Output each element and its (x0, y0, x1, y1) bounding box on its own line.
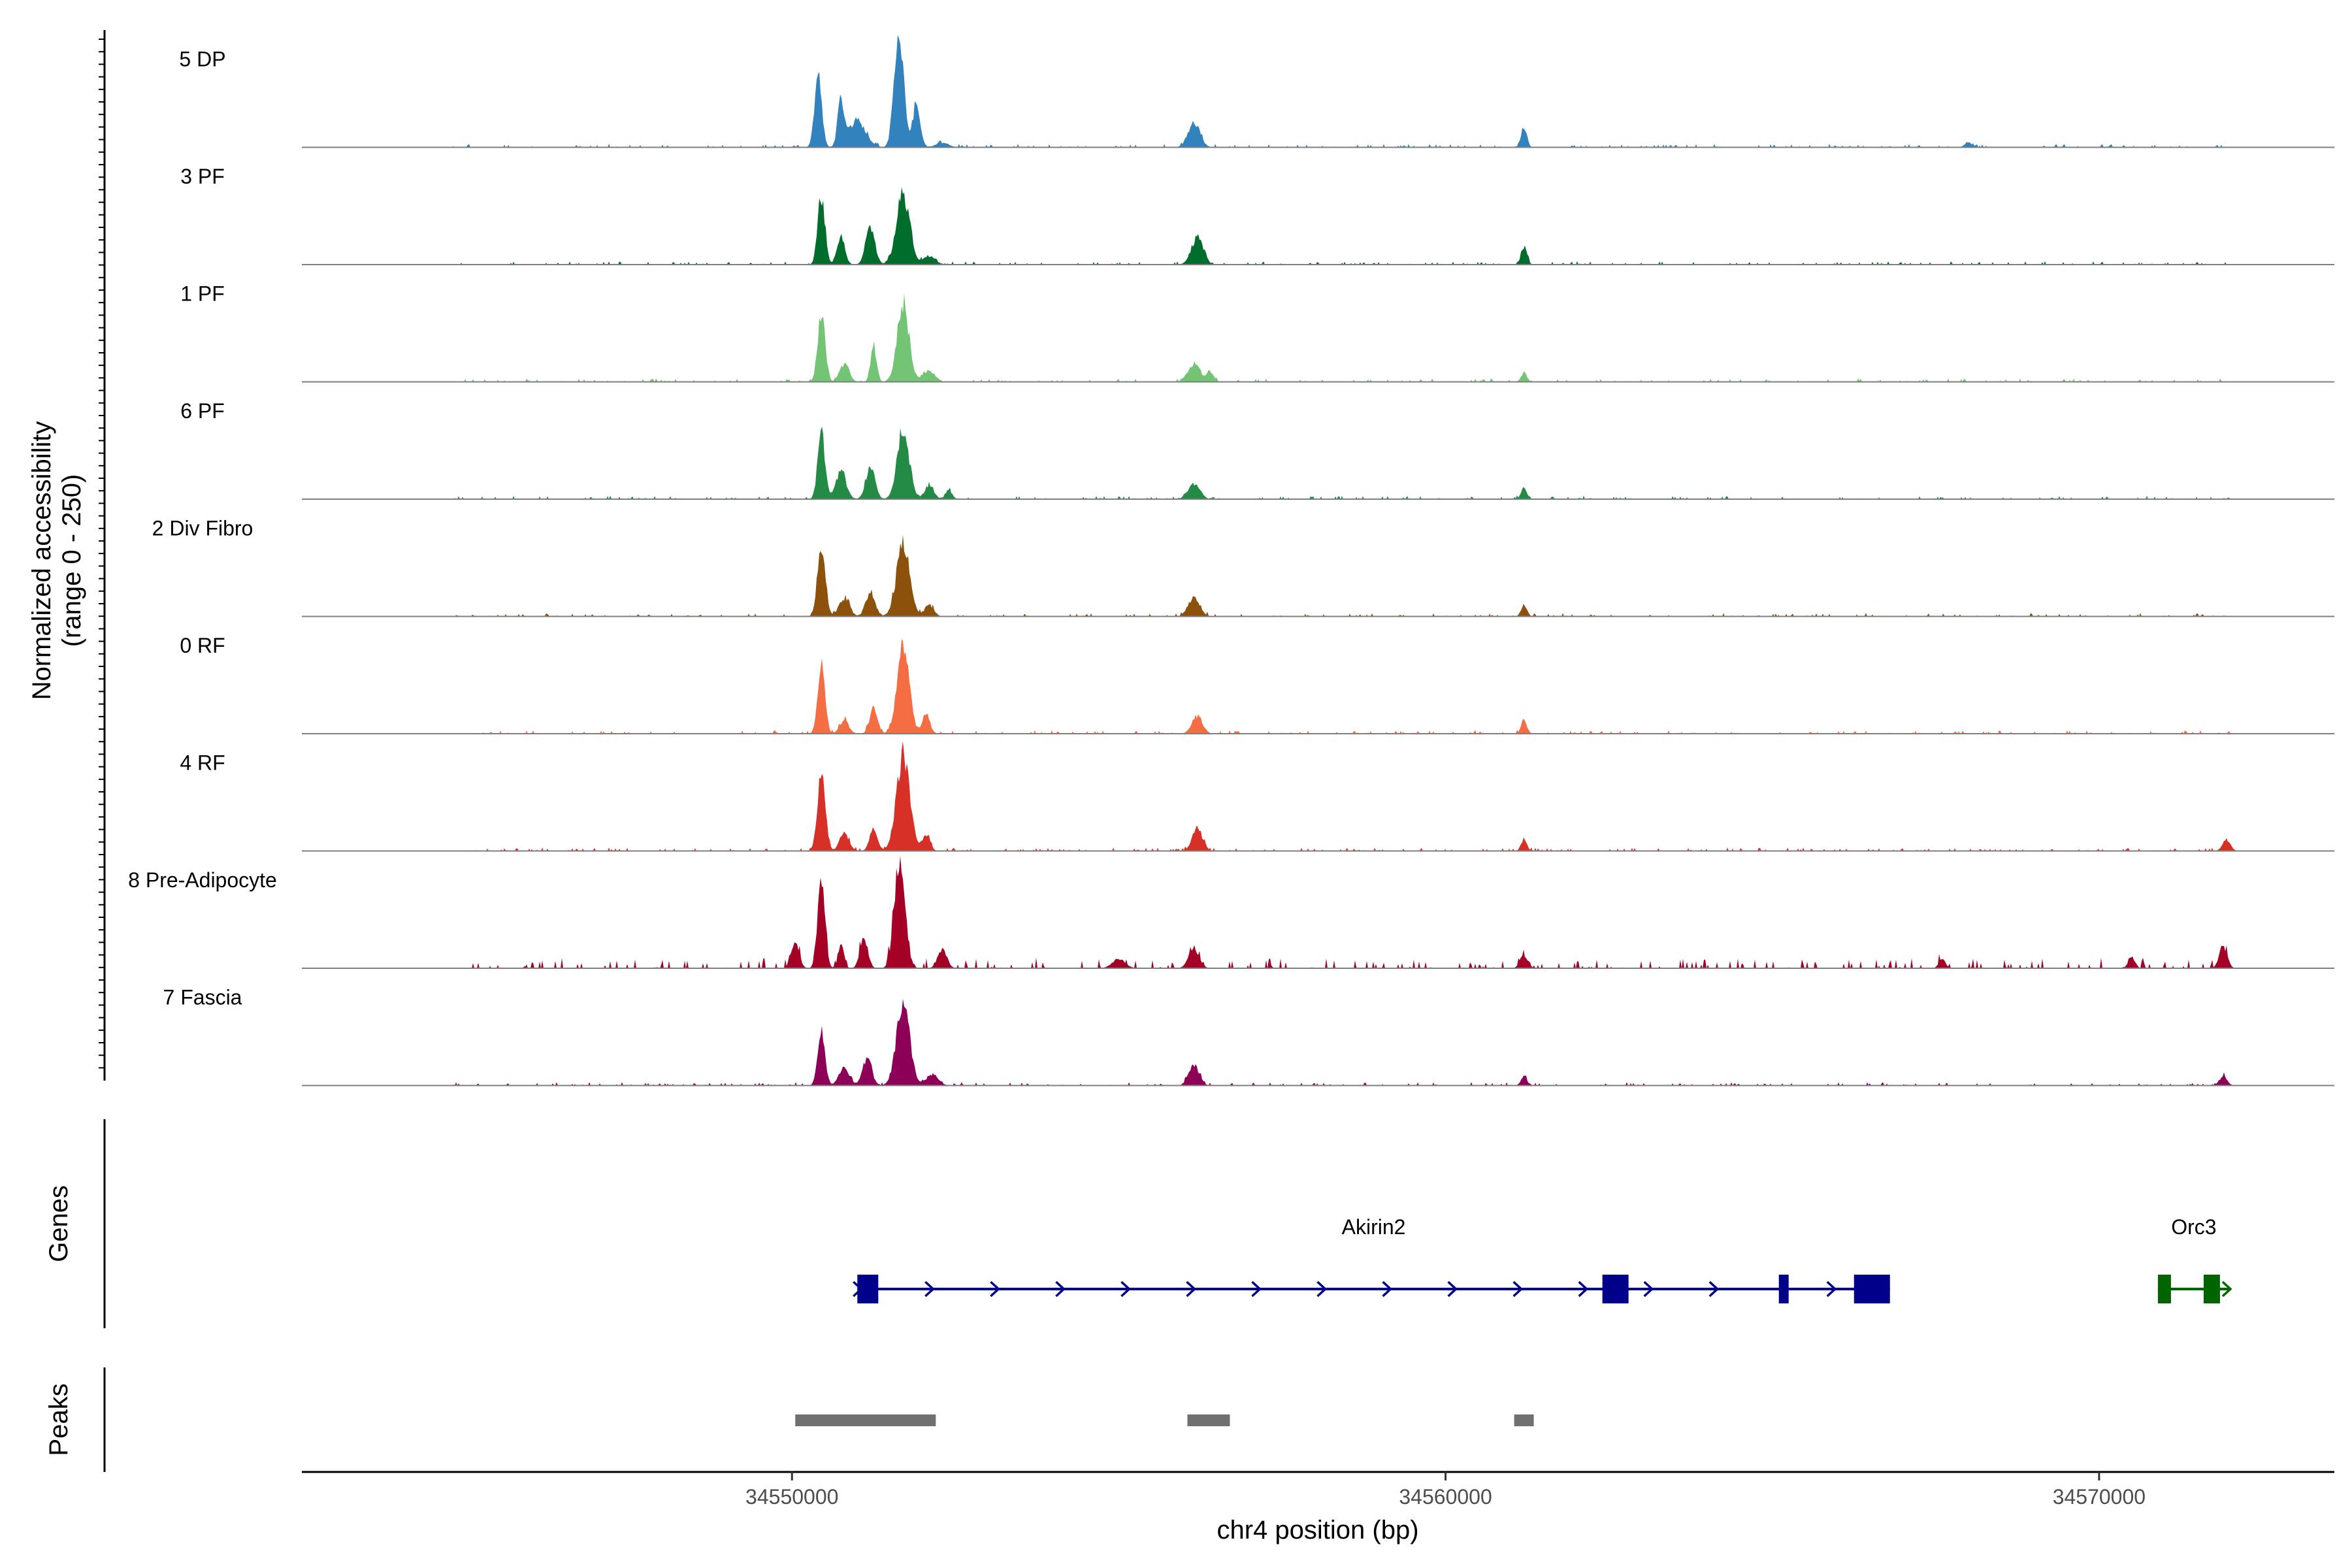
strand-arrow (1512, 1281, 1524, 1298)
x-axis-title: chr4 position (bp) (1217, 1516, 1418, 1544)
track-label: 2 Div Fibro (152, 517, 253, 540)
coverage-area (302, 856, 2334, 968)
track-label: 4 RF (180, 751, 225, 775)
strand-arrow (1382, 1281, 1393, 1298)
coverage-y-ticks (99, 39, 105, 1069)
strand-arrow (1826, 1281, 1837, 1298)
strand-arrow (990, 1281, 1000, 1298)
strand-arrow (1316, 1281, 1328, 1298)
gene-exon (1778, 1275, 1789, 1303)
strand-arrow (1055, 1281, 1066, 1298)
gene-annotation-track: Akirin2 Orc3 (853, 1215, 2232, 1303)
coverage-area (302, 741, 2334, 851)
gene-name: Akirin2 (1342, 1215, 1406, 1239)
gene-exon (1854, 1275, 1890, 1303)
gene-akirin2: Akirin2 (853, 1215, 1890, 1303)
x-tick-label: 34560000 (1399, 1485, 1492, 1509)
strand-arrow (1643, 1281, 1654, 1298)
track-8-pre-adipocyte: 8 Pre-Adipocyte (128, 856, 2334, 969)
coverage-area (302, 998, 2334, 1086)
strand-arrow (1251, 1281, 1262, 1298)
strand-arrow (1708, 1281, 1720, 1298)
gene-exon (2203, 1275, 2220, 1303)
strand-arrow (2221, 1281, 2232, 1298)
track-6-pf: 6 PF (180, 399, 2334, 500)
gene-orc3: Orc3 (2157, 1215, 2232, 1303)
coverage-area (302, 35, 2334, 148)
strand-arrow (1447, 1281, 1458, 1298)
gene-exon (857, 1275, 879, 1303)
strand-arrow (1578, 1281, 1589, 1298)
gene-exon (2157, 1275, 2171, 1303)
strand-arrow (924, 1281, 935, 1298)
coverage-area (302, 639, 2334, 734)
track-5-dp: 5 DP (179, 35, 2334, 148)
gene-exon (1602, 1275, 1629, 1303)
track-3-pf: 3 PF (180, 165, 2334, 265)
x-axis-ticks: 34550000 34560000 34570000 (745, 1472, 2146, 1509)
track-label: 5 DP (179, 48, 225, 71)
peak-region-0 (795, 1414, 936, 1426)
gene-name: Orc3 (2171, 1215, 2216, 1239)
track-label: 6 PF (180, 399, 225, 423)
track-label: 8 Pre-Adipocyte (128, 868, 277, 892)
track-1-pf: 1 PF (180, 282, 2334, 383)
x-tick-label: 34550000 (745, 1485, 838, 1509)
y-axis-title: Normalized accessibility (27, 421, 56, 700)
peak-regions-track (795, 1414, 1534, 1426)
track-4-rf: 4 RF (180, 741, 2334, 852)
coverage-tracks: 5 DP 3 PF 1 PF 6 PF 2 Div Fibro 0 RF 4 RF 8 Pre… (128, 35, 2334, 1086)
track-label: 1 PF (180, 282, 225, 306)
coverage-area (302, 426, 2334, 499)
genes-track-title: Genes (44, 1185, 73, 1262)
peak-region-2 (1514, 1414, 1534, 1426)
strand-arrow (1186, 1281, 1197, 1298)
strand-arrow (1120, 1281, 1131, 1298)
track-label: 7 Fascia (163, 986, 242, 1009)
coverage-area (302, 534, 2334, 617)
coverage-area (302, 293, 2334, 382)
peak-region-1 (1187, 1414, 1230, 1426)
track-0-rf: 0 RF (180, 634, 2334, 734)
y-axis-range: (range 0 - 250) (57, 474, 86, 647)
track-label: 3 PF (180, 165, 225, 188)
x-tick-label: 34570000 (2053, 1485, 2146, 1509)
track-label: 0 RF (180, 634, 225, 657)
peaks-track-title: Peaks (44, 1383, 73, 1456)
track-7-fascia: 7 Fascia (163, 986, 2334, 1086)
track-2-div-fibro: 2 Div Fibro (152, 517, 2334, 617)
coverage-area (302, 187, 2334, 265)
